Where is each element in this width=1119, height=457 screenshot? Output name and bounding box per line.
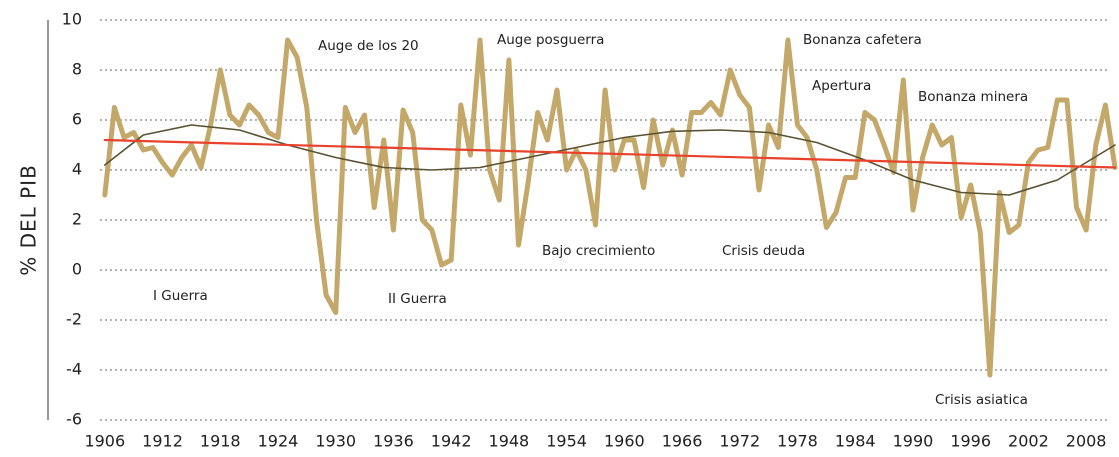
x-tick-label: 1966 (662, 432, 703, 451)
y-tick-label: 2 (72, 210, 82, 229)
series-line (102, 37, 1118, 378)
annotation: Bonanza cafetera (803, 32, 922, 48)
x-tick-label: 1912 (142, 432, 183, 451)
y-tick-label: 8 (72, 60, 82, 79)
x-tick-label: 1972 (719, 432, 760, 451)
x-tick-label: 1984 (835, 432, 876, 451)
annotation: Bajo crecimiento (542, 243, 655, 259)
x-tick-label: 1990 (893, 432, 934, 451)
x-tick-label: 1906 (84, 432, 125, 451)
x-tick-label: 1948 (489, 432, 530, 451)
y-tick-label: -6 (66, 410, 82, 429)
y-tick-label: 10 (62, 10, 82, 29)
y-tick-label: -4 (66, 360, 82, 379)
x-tick-label: 1954 (546, 432, 587, 451)
x-tick-label: 1918 (200, 432, 241, 451)
x-tick-label: 1978 (777, 432, 818, 451)
annotation: Apertura (812, 78, 871, 94)
x-tick-label: 1924 (258, 432, 299, 451)
annotation: I Guerra (153, 288, 208, 304)
series-line (103, 138, 1117, 169)
y-tick-label: 0 (72, 260, 82, 279)
series-line (104, 124, 1116, 196)
y-tick-label: 4 (72, 160, 82, 179)
x-tick-label: 2002 (1008, 432, 1049, 451)
annotation: Crisis deuda (722, 243, 805, 259)
annotation: Crisis asiatica (935, 392, 1028, 408)
x-tick-label: 1936 (373, 432, 414, 451)
x-tick-label: 1942 (431, 432, 472, 451)
x-tick-label: 1930 (315, 432, 356, 451)
annotation: II Guerra (388, 291, 447, 307)
x-tick-label: 1960 (604, 432, 645, 451)
y-tick-label: 6 (72, 110, 82, 129)
annotation: Bonanza minera (918, 89, 1028, 105)
x-tick-label: 1996 (950, 432, 991, 451)
x-tick-label: 2008 (1066, 432, 1107, 451)
annotation: Auge posguerra (497, 32, 604, 48)
y-axis-label: % DEL PIB (17, 164, 41, 276)
annotation: Auge de los 20 (318, 38, 419, 54)
y-tick-label: -2 (66, 310, 82, 329)
